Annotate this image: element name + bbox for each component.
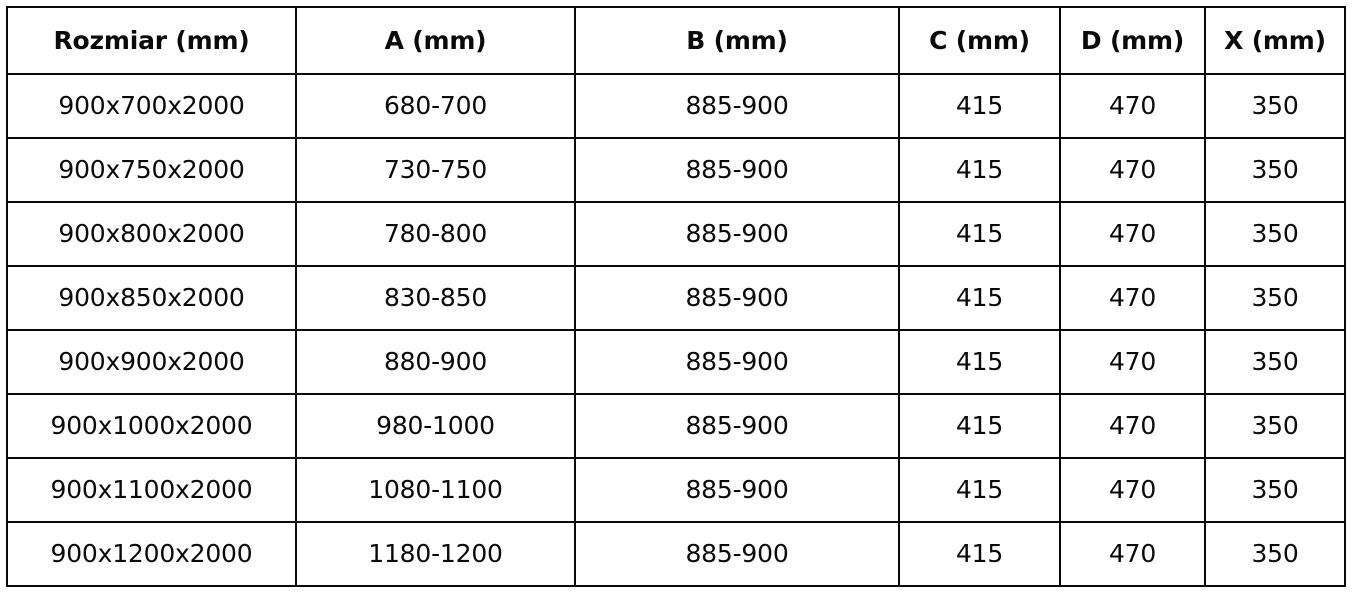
table-cell-d: 470 — [1059, 73, 1206, 139]
table-cell-c: 415 — [898, 265, 1061, 331]
table-cell-d: 470 — [1059, 265, 1206, 331]
table-cell-d: 470 — [1059, 457, 1206, 523]
table-cell-b: 885-900 — [574, 329, 900, 395]
table-row: 900x1200x2000 1180-1200 885-900 415 470 350 — [6, 521, 1346, 587]
table-cell-x: 350 — [1204, 137, 1346, 203]
column-header-d: D (mm) — [1059, 6, 1206, 75]
table-cell-b: 885-900 — [574, 457, 900, 523]
table-cell-size: 900x850x2000 — [6, 265, 297, 331]
table-row: 900x1100x2000 1080-1100 885-900 415 470 350 — [6, 457, 1346, 523]
table-cell-c: 415 — [898, 393, 1061, 459]
table-cell-c: 415 — [898, 137, 1061, 203]
table-cell-x: 350 — [1204, 73, 1346, 139]
table-cell-x: 350 — [1204, 265, 1346, 331]
table-cell-c: 415 — [898, 329, 1061, 395]
dimensions-table-container: Rozmiar (mm) A (mm) B (mm) C (mm) D (mm)… — [6, 6, 1346, 587]
table-cell-d: 470 — [1059, 521, 1206, 587]
table-body: 900x700x2000 680-700 885-900 415 470 350 900x7… — [6, 73, 1346, 587]
table-cell-a: 730-750 — [295, 137, 576, 203]
table-cell-size: 900x1000x2000 — [6, 393, 297, 459]
column-header-size: Rozmiar (mm) — [6, 6, 297, 75]
table-cell-d: 470 — [1059, 201, 1206, 267]
column-header-x: X (mm) — [1204, 6, 1346, 75]
dimensions-table: Rozmiar (mm) A (mm) B (mm) C (mm) D (mm)… — [6, 6, 1346, 587]
table-cell-a: 780-800 — [295, 201, 576, 267]
table-cell-a: 980-1000 — [295, 393, 576, 459]
column-header-a: A (mm) — [295, 6, 576, 75]
table-cell-b: 885-900 — [574, 73, 900, 139]
table-cell-size: 900x700x2000 — [6, 73, 297, 139]
table-cell-c: 415 — [898, 457, 1061, 523]
table-row: 900x850x2000 830-850 885-900 415 470 350 — [6, 265, 1346, 331]
table-header: Rozmiar (mm) A (mm) B (mm) C (mm) D (mm)… — [6, 6, 1346, 75]
table-cell-d: 470 — [1059, 137, 1206, 203]
table-cell-size: 900x1200x2000 — [6, 521, 297, 587]
table-cell-x: 350 — [1204, 393, 1346, 459]
table-cell-x: 350 — [1204, 201, 1346, 267]
table-cell-c: 415 — [898, 521, 1061, 587]
column-header-b: B (mm) — [574, 6, 900, 75]
table-cell-a: 1180-1200 — [295, 521, 576, 587]
table-cell-d: 470 — [1059, 329, 1206, 395]
table-row: 900x800x2000 780-800 885-900 415 470 350 — [6, 201, 1346, 267]
table-row: 900x750x2000 730-750 885-900 415 470 350 — [6, 137, 1346, 203]
table-cell-c: 415 — [898, 73, 1061, 139]
table-cell-a: 880-900 — [295, 329, 576, 395]
table-cell-c: 415 — [898, 201, 1061, 267]
table-cell-a: 830-850 — [295, 265, 576, 331]
table-cell-b: 885-900 — [574, 265, 900, 331]
table-cell-b: 885-900 — [574, 201, 900, 267]
table-cell-d: 470 — [1059, 393, 1206, 459]
table-cell-size: 900x800x2000 — [6, 201, 297, 267]
table-row: 900x900x2000 880-900 885-900 415 470 350 — [6, 329, 1346, 395]
table-cell-a: 1080-1100 — [295, 457, 576, 523]
table-row: 900x1000x2000 980-1000 885-900 415 470 350 — [6, 393, 1346, 459]
table-cell-x: 350 — [1204, 457, 1346, 523]
table-cell-x: 350 — [1204, 521, 1346, 587]
table-cell-x: 350 — [1204, 329, 1346, 395]
table-cell-size: 900x1100x2000 — [6, 457, 297, 523]
table-cell-b: 885-900 — [574, 521, 900, 587]
table-row: 900x700x2000 680-700 885-900 415 470 350 — [6, 73, 1346, 139]
table-cell-b: 885-900 — [574, 393, 900, 459]
table-cell-size: 900x750x2000 — [6, 137, 297, 203]
column-header-c: C (mm) — [898, 6, 1061, 75]
table-header-row: Rozmiar (mm) A (mm) B (mm) C (mm) D (mm)… — [6, 6, 1346, 75]
table-cell-a: 680-700 — [295, 73, 576, 139]
table-cell-size: 900x900x2000 — [6, 329, 297, 395]
table-cell-b: 885-900 — [574, 137, 900, 203]
